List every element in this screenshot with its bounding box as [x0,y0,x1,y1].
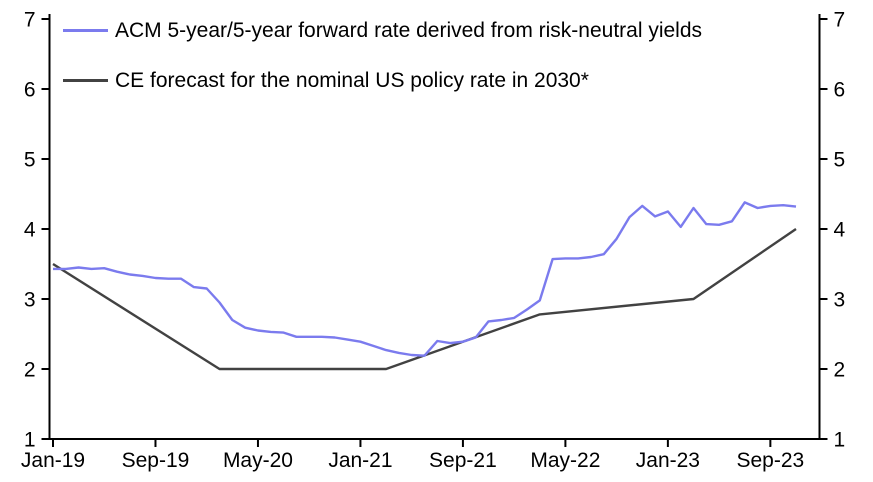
y-tick-label-right: 5 [834,149,846,172]
legend-label-acm: ACM 5-year/5-year forward rate derived f… [115,18,703,42]
x-tick-label: May-20 [223,449,293,472]
y-tick-label-right: 3 [834,289,846,312]
y-tick-label-right: 4 [834,219,846,242]
y-tick-label-left: 2 [24,359,36,382]
x-tick-label: Sep-21 [429,449,497,472]
y-tick-label-left: 4 [24,219,36,242]
legend-item-ce-forecast: CE forecast for the nominal US policy ra… [63,55,702,105]
ce-line-sample [63,78,108,82]
y-tick-label-left: 5 [24,149,36,172]
acm-forward-rate-line [53,201,797,357]
y-tick-label-right: 2 [834,359,846,382]
y-tick-label-right: 1 [834,429,846,452]
x-tick-label: Jan-21 [328,449,392,472]
y-tick-label-left: 7 [24,9,36,32]
x-tick-label: May-22 [530,449,600,472]
chart-legend: ACM 5-year/5-year forward rate derived f… [63,5,702,105]
x-tick-label: Jan-19 [21,449,85,472]
y-tick-label-left: 6 [24,79,36,102]
acm-line-sample [63,28,108,32]
y-tick-label-right: 6 [834,79,846,102]
x-tick-label: Sep-19 [122,449,190,472]
y-tick-label-right: 7 [834,9,846,32]
x-tick-label: Sep-23 [737,449,805,472]
legend-label-ce: CE forecast for the nominal US policy ra… [115,68,589,92]
ce-forecast-line [52,228,797,371]
legend-item-acm-forward-rate: ACM 5-year/5-year forward rate derived f… [63,5,702,55]
y-tick-label-left: 1 [24,429,36,452]
x-tick-label: Jan-23 [636,449,700,472]
y-tick-label-left: 3 [24,289,36,312]
